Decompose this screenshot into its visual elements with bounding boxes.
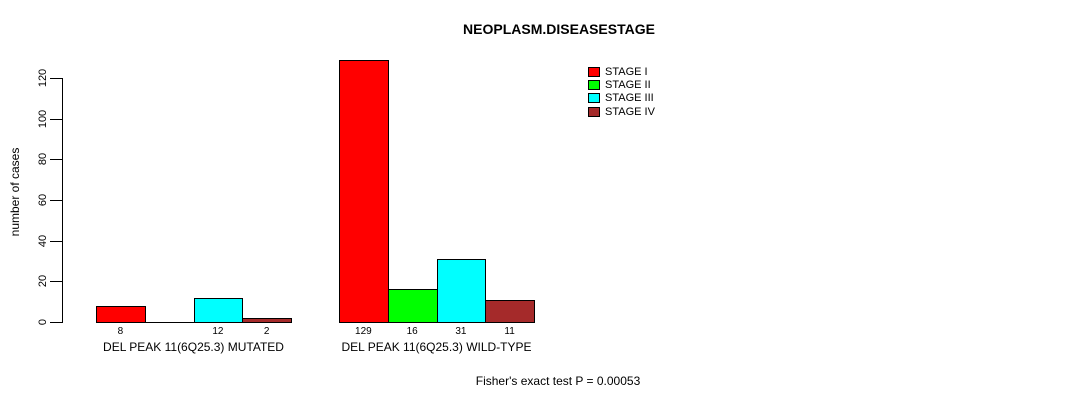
legend-item: STAGE II (588, 78, 655, 91)
bar-stage-ii (388, 289, 438, 323)
bar-value-label: 2 (263, 326, 270, 337)
legend-item: STAGE IV (588, 105, 655, 118)
bar-stage-i (339, 60, 389, 323)
bar-value-label: 129 (355, 326, 372, 337)
legend-item: STAGE I (588, 65, 655, 78)
bar-value-label: 11 (504, 326, 515, 337)
chart-title: NEOPLASM.DISEASESTAGE (463, 21, 655, 37)
y-axis-title: number of cases (8, 147, 22, 237)
legend-label: STAGE II (605, 79, 651, 92)
bar-value-label: 12 (212, 326, 224, 337)
y-tick (50, 281, 62, 282)
y-tick-label: 40 (37, 234, 49, 248)
legend: STAGE I STAGE II STAGE III STAGE IV (588, 65, 655, 119)
annotation-text: Fisher's exact test P = 0.00053 (475, 374, 641, 388)
y-tick-label: 20 (37, 274, 49, 288)
y-tick-label: 60 (37, 193, 49, 207)
legend-swatch-icon (588, 80, 600, 91)
y-tick-label: 0 (37, 318, 49, 326)
legend-item: STAGE III (588, 92, 655, 105)
bar-value-label: 31 (455, 326, 467, 337)
legend-swatch-icon (588, 66, 600, 77)
bar-stage-iii (194, 298, 243, 323)
y-tick-label: 100 (37, 109, 49, 129)
y-tick (50, 200, 62, 201)
y-tick (50, 322, 62, 323)
legend-swatch-icon (588, 93, 600, 104)
group-label: DEL PEAK 11(6Q25.3) MUTATED (103, 340, 284, 354)
bar-value-label: 16 (406, 326, 418, 337)
y-tick (50, 241, 62, 242)
legend-label: STAGE I (605, 65, 648, 78)
legend-label: STAGE IV (605, 105, 655, 118)
bar-stage-iv (485, 300, 535, 323)
bar-value-label: 8 (117, 326, 124, 337)
bar-stage-i (96, 306, 146, 323)
bar-stage-iii (437, 259, 486, 323)
y-tick-label: 120 (37, 68, 49, 88)
y-tick (50, 78, 62, 79)
bar-stage-iv (242, 318, 292, 323)
y-tick (50, 119, 62, 120)
legend-swatch-icon (588, 106, 600, 117)
y-axis-line (62, 78, 63, 323)
group-label: DEL PEAK 11(6Q25.3) WILD-TYPE (341, 340, 532, 354)
y-tick (50, 159, 62, 160)
y-tick-label: 80 (37, 152, 49, 166)
legend-label: STAGE III (605, 92, 654, 105)
